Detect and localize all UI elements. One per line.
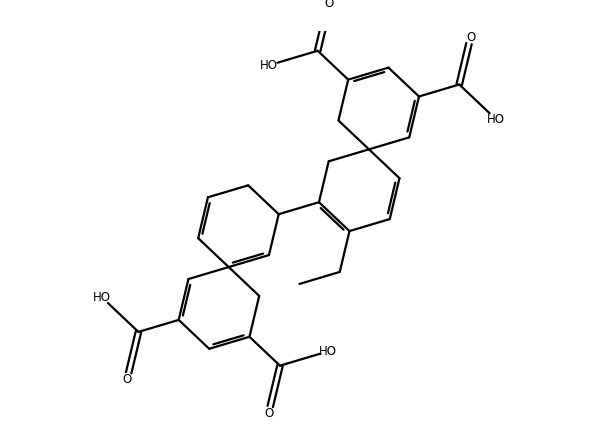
- Text: HO: HO: [319, 345, 337, 358]
- Text: O: O: [123, 373, 132, 386]
- Text: O: O: [466, 31, 475, 44]
- Text: HO: HO: [260, 59, 278, 72]
- Text: O: O: [264, 407, 273, 420]
- Text: HO: HO: [487, 113, 505, 126]
- Text: HO: HO: [93, 291, 111, 304]
- Text: O: O: [324, 0, 334, 10]
